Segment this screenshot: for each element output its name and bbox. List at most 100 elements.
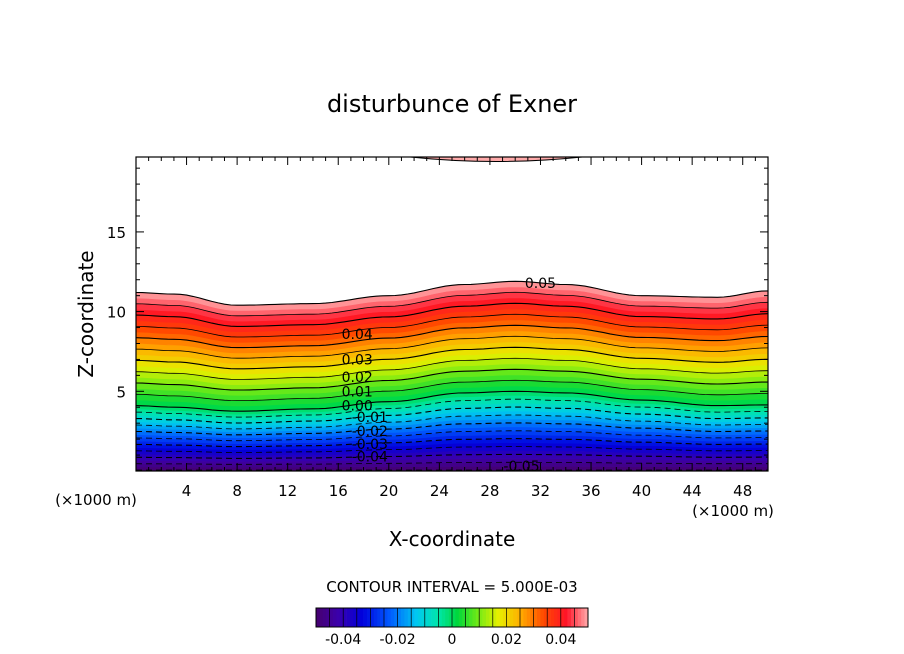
- contour-line: [136, 438, 768, 448]
- colorbar-swatch: [584, 608, 589, 627]
- contour-labels: 0.050.040.030.020.010.00-0.01-0.02-0.03-…: [342, 276, 556, 475]
- colorbar-swatch: [564, 608, 568, 627]
- colorbar-swatch: [421, 608, 426, 627]
- contour-label: -0.02: [352, 424, 388, 440]
- colorbar-swatch: [472, 608, 477, 627]
- colorbar-swatch: [441, 608, 446, 627]
- x-tick-label: 4: [182, 482, 192, 500]
- x-tick-label: 12: [278, 482, 297, 500]
- contour-interval-note: CONTOUR INTERVAL = 5.000E-03: [326, 578, 577, 596]
- colorbar-swatch: [550, 608, 555, 627]
- x-tick-label: 36: [581, 482, 600, 500]
- contour-line: [136, 422, 768, 436]
- colorbar-swatch: [452, 608, 456, 627]
- contour-lines: [136, 280, 768, 471]
- colorbar-swatch: [370, 608, 375, 627]
- contour-label: 0.00: [342, 399, 373, 415]
- colorbar-swatch: [445, 608, 449, 627]
- x-tick-label: 40: [632, 482, 651, 500]
- colorbar-swatch: [533, 608, 538, 627]
- x-tick-label: 20: [379, 482, 398, 500]
- colorbar-swatch: [486, 608, 490, 627]
- colorbar-swatch: [482, 608, 487, 627]
- contour-label: 0.03: [342, 352, 373, 368]
- colorbar-swatch: [329, 608, 334, 627]
- colorbar-swatch: [418, 608, 422, 627]
- colorbar-swatch: [407, 608, 412, 627]
- contour-line: [136, 335, 768, 359]
- colorbar-swatch: [394, 608, 398, 627]
- colorbar-tick-label: 0.02: [491, 632, 522, 648]
- colorbar-swatch: [547, 608, 551, 627]
- colorbar-swatch: [435, 608, 439, 627]
- contour-label: -0.04: [352, 450, 388, 466]
- colorbar-swatch: [496, 608, 500, 627]
- contour-line: [136, 398, 768, 418]
- contour-line: [136, 379, 768, 401]
- y-axis-label: Z-coordinate: [74, 250, 98, 377]
- colorbar-swatch: [356, 608, 361, 627]
- colorbar-swatch: [574, 608, 579, 627]
- colorbar-swatch: [326, 608, 330, 627]
- colorbar-swatch: [387, 608, 392, 627]
- contour-label: 0.01: [342, 384, 373, 400]
- colorbar-swatch: [360, 608, 364, 627]
- colorbar-swatch: [475, 608, 480, 627]
- contour-field: [136, 157, 768, 471]
- colorbar-swatch: [333, 608, 337, 627]
- colorbar-swatch: [350, 608, 354, 627]
- x-tick-label: 24: [430, 482, 449, 500]
- colorbar: [315, 608, 589, 627]
- contour-line: [136, 291, 768, 317]
- contour-line: [136, 368, 768, 391]
- colorbar-swatch: [458, 608, 463, 627]
- colorbar-swatch: [509, 608, 514, 627]
- contour-label: -0.05: [503, 459, 539, 475]
- colorbar-swatch: [339, 608, 344, 627]
- colorbar-tick-label: 0: [448, 632, 457, 648]
- colorbar-tick-label: -0.02: [379, 632, 415, 648]
- contour-label: 0.04: [342, 327, 373, 343]
- colorbar-swatch: [465, 608, 470, 627]
- colorbar-swatch: [346, 608, 351, 627]
- colorbar-swatch: [554, 608, 558, 627]
- colorbar-swatch: [520, 608, 524, 627]
- colorbar-swatch: [462, 608, 466, 627]
- colorbar-swatch: [316, 608, 320, 627]
- colorbar-swatch: [438, 608, 443, 627]
- contour-line: [136, 302, 768, 327]
- contour-line: [136, 430, 768, 442]
- colorbar-swatch: [503, 608, 507, 627]
- colorbar-swatch: [577, 608, 582, 627]
- x-tick-label: 44: [683, 482, 702, 500]
- colorbar-swatch: [581, 608, 585, 627]
- contour-line: [136, 357, 768, 380]
- y-tick-label: 5: [116, 383, 126, 401]
- colorbar-tick-label: -0.04: [325, 632, 361, 648]
- colorbar-swatch: [499, 608, 504, 627]
- colorbar-swatch: [567, 608, 572, 627]
- colorbar-swatch: [424, 608, 429, 627]
- colorbar-frame: [315, 607, 589, 628]
- colorbar-swatch: [492, 608, 497, 627]
- x-ticks: 4 8 12 16 20 24 28 32 36 40 44 48: [148, 157, 756, 500]
- colorbar-swatch: [513, 608, 517, 627]
- contour-label: 0.05: [525, 276, 556, 292]
- contour-line: [136, 324, 768, 349]
- chart-title: disturbunce of Exner: [327, 90, 577, 118]
- colorbar-swatch: [414, 608, 419, 627]
- x-tick-label: 8: [232, 482, 242, 500]
- top-contour-patch: [410, 157, 583, 162]
- colorbar-swatch: [523, 608, 528, 627]
- contour-line: [136, 414, 768, 430]
- colorbar-swatch: [428, 608, 432, 627]
- contour-line: [136, 461, 768, 465]
- y-tick-label: 15: [107, 224, 126, 242]
- colorbar-ticks: -0.04 -0.02 0 0.02 0.04: [325, 632, 576, 648]
- colorbar-swatch: [543, 608, 548, 627]
- x-tick-label: 28: [480, 482, 499, 500]
- colorbar-swatch: [401, 608, 405, 627]
- colorbar-swatch: [397, 608, 402, 627]
- x-tick-label: 32: [531, 482, 550, 500]
